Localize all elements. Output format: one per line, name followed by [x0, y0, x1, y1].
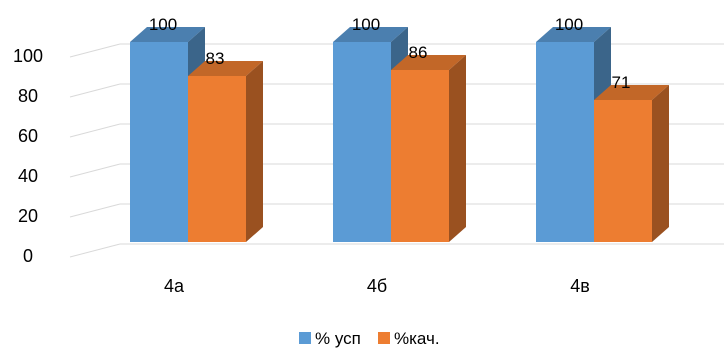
gridline-diag: [69, 83, 121, 98]
gridline-diag: [69, 203, 121, 218]
y-axis-ticks: 0 20 40 60 80 100: [13, 46, 43, 266]
data-label: 86: [409, 43, 428, 62]
x-tick-label: 4б: [367, 276, 387, 296]
bar-top: [130, 27, 205, 42]
data-label: 100: [149, 15, 177, 34]
gridline-diag: [69, 123, 121, 138]
legend-swatch: [299, 332, 311, 344]
bar-front: [130, 42, 188, 242]
bars: [130, 27, 669, 242]
legend-label: %кач.: [394, 329, 440, 348]
bar-front: [594, 100, 652, 242]
data-label: 100: [555, 15, 583, 34]
bar-top: [333, 27, 408, 42]
data-label: 100: [352, 15, 380, 34]
y-tick-label: 40: [18, 166, 38, 186]
gridline-diag: [69, 243, 121, 258]
y-tick-label: 20: [18, 206, 38, 226]
bar-top: [391, 55, 466, 70]
bar-side: [449, 55, 466, 242]
legend-swatch: [378, 332, 390, 344]
legend-label: % усп: [315, 329, 361, 348]
data-label: 71: [612, 73, 631, 92]
bar-front: [188, 76, 246, 242]
y-tick-label: 60: [18, 126, 38, 146]
bar-side: [652, 85, 669, 242]
bar-side: [246, 61, 263, 242]
x-tick-label: 4в: [570, 276, 590, 296]
gridline-diag: [69, 43, 121, 58]
gridline-diag: [69, 163, 121, 178]
bar-front: [536, 42, 594, 242]
legend: % усп %кач.: [299, 329, 440, 348]
data-labels: 100 83 100 86 100 71: [149, 15, 631, 92]
y-tick-label: 80: [18, 86, 38, 106]
x-axis-ticks: 4а 4б 4в: [164, 276, 590, 296]
y-tick-label: 100: [13, 46, 43, 66]
y-tick-label: 0: [23, 246, 33, 266]
x-tick-label: 4а: [164, 276, 185, 296]
bar-front: [333, 42, 391, 242]
bar-top: [188, 61, 263, 76]
bar-top: [536, 27, 611, 42]
data-label: 83: [206, 49, 225, 68]
bar-top: [594, 85, 669, 100]
bar-front: [391, 70, 449, 242]
